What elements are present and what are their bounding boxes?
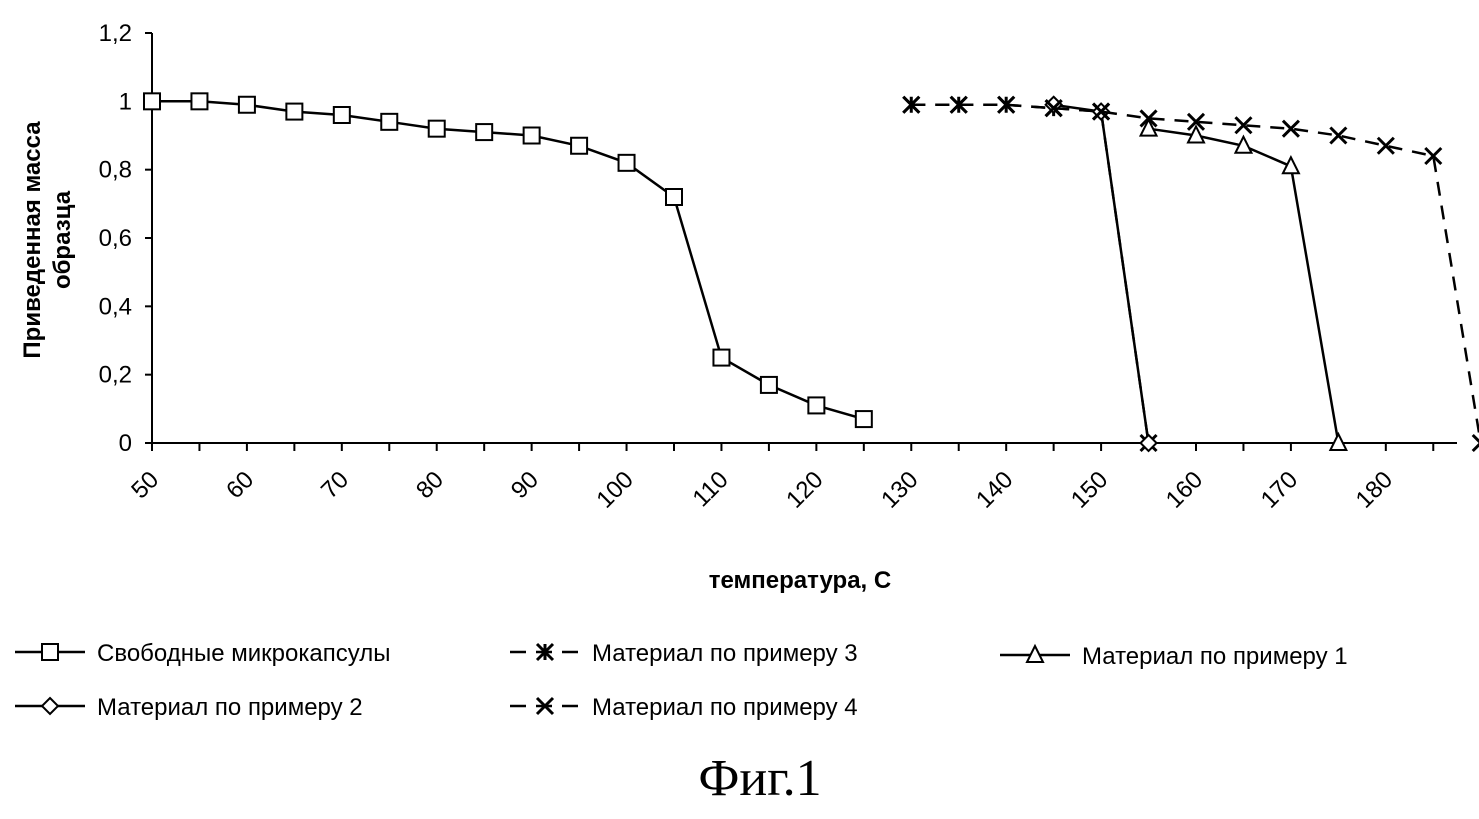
data-point [524, 128, 540, 144]
x-tick-label: 180 [1351, 466, 1398, 513]
data-point [808, 397, 824, 413]
x-tick-label: 140 [971, 466, 1018, 513]
x-tick-label: 80 [411, 466, 449, 504]
series-5 [903, 97, 1479, 451]
series-1 [144, 93, 872, 427]
x-tick-label: 100 [591, 466, 638, 513]
legend-item: Материал по примеру 3 [510, 640, 858, 667]
legend-item: Материал по примеру 2 [15, 694, 363, 721]
data-point [1473, 435, 1479, 451]
y-tick-label: 1,2 [99, 20, 132, 47]
data-point [571, 138, 587, 154]
series-line [911, 105, 1479, 443]
x-tick-label: 90 [506, 466, 544, 504]
data-point [1046, 97, 1062, 113]
legend-marker [42, 644, 58, 660]
series-line [1054, 105, 1149, 443]
x-tick-label: 150 [1066, 466, 1113, 513]
y-tick-label: 0 [119, 430, 132, 457]
series-line [1149, 129, 1339, 443]
data-point [334, 107, 350, 123]
y-tick-label: 0,4 [99, 293, 132, 320]
y-axis-title-line1: Приведенная масса [19, 121, 46, 359]
x-tick-label: 160 [1161, 466, 1208, 513]
series-3 [1141, 120, 1347, 450]
legend-item: Материал по примеру 4 [510, 694, 858, 721]
legend-item: Свободные микрокапсулы [15, 640, 390, 667]
x-axis-ticks: 50 60 70 80 90 100 110 120 130 140 150 160 170 180 [126, 443, 1433, 514]
legend: Свободные микрокапсулы Материал по пример… [15, 640, 1348, 721]
legend-label: Материал по примеру 4 [592, 694, 858, 721]
y-tick-label: 0,8 [99, 157, 132, 184]
data-point [666, 189, 682, 205]
data-point [713, 350, 729, 366]
data-point [761, 377, 777, 393]
data-point [381, 114, 397, 130]
x-tick-label: 170 [1256, 466, 1303, 513]
data-point [619, 155, 635, 171]
x-tick-label: 120 [781, 466, 828, 513]
legend-marker [42, 698, 58, 714]
series-2 [903, 97, 1156, 451]
y-axis-title-line2: образца [49, 190, 76, 289]
legend-label: Материал по примеру 2 [97, 694, 363, 721]
y-tick-label: 0,6 [99, 225, 132, 252]
data-point [239, 97, 255, 113]
x-tick-label: 70 [316, 466, 354, 504]
data-point [476, 124, 492, 140]
x-tick-label: 60 [221, 466, 259, 504]
axes [152, 33, 1457, 443]
legend-item: Материал по примеру 1 [1000, 643, 1348, 670]
data-point [429, 121, 445, 137]
figure-caption: Фиг.1 [698, 750, 821, 807]
legend-label: Материал по примеру 3 [592, 640, 858, 667]
series-line [152, 101, 864, 419]
plot-area [144, 93, 1479, 451]
legend-label: Свободные микрокапсулы [97, 640, 390, 667]
data-point [144, 93, 160, 109]
legend-label: Материал по примеру 1 [1082, 643, 1348, 670]
data-point [286, 104, 302, 120]
series-4 [1046, 97, 1157, 451]
x-tick-label: 50 [126, 466, 164, 504]
series-line [911, 105, 1148, 443]
x-axis-title: температура, С [709, 567, 891, 594]
y-tick-label: 1 [119, 88, 132, 115]
x-tick-label: 130 [876, 466, 923, 513]
data-point [1283, 157, 1299, 173]
data-point [856, 411, 872, 427]
y-axis-ticks: 0 0,2 0,4 0,6 0,8 1 1,2 [99, 20, 152, 457]
y-tick-label: 0,2 [99, 362, 132, 389]
x-tick-label: 110 [688, 466, 734, 512]
data-point [191, 93, 207, 109]
